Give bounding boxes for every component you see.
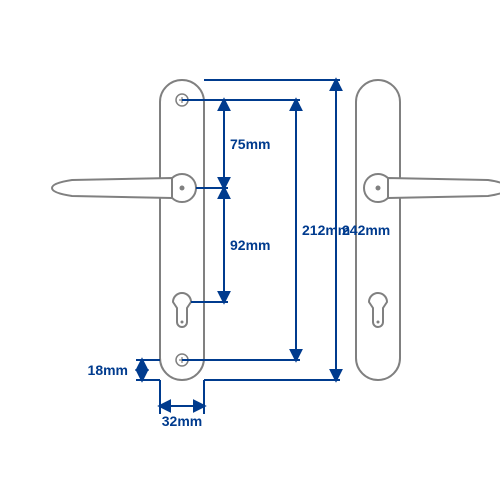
dimension-label: 32mm	[162, 413, 202, 429]
lever-handle	[388, 178, 500, 198]
dimension-label: 92mm	[230, 237, 270, 253]
backplate	[160, 80, 204, 380]
lever-handle	[52, 178, 172, 198]
handle-center	[180, 186, 185, 191]
keyhole-dot	[181, 321, 184, 324]
dimension-label: 242mm	[342, 222, 390, 238]
dimension-label: 18mm	[88, 362, 128, 378]
keyhole-dot	[377, 321, 380, 324]
dimension-label: 75mm	[230, 136, 270, 152]
handle-center	[376, 186, 381, 191]
